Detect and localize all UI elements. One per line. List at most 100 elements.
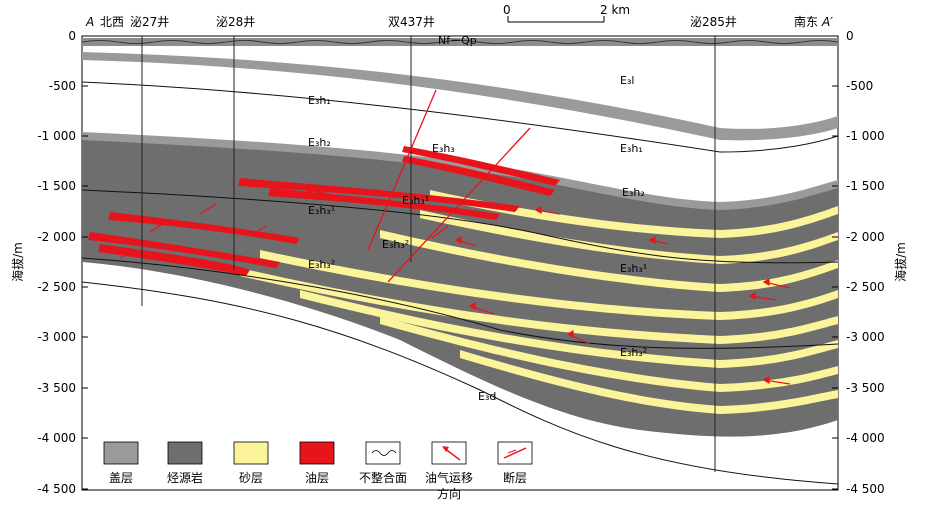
- y-tick-label: -1 000: [846, 129, 885, 143]
- formation-label: E₃h₃²: [308, 258, 335, 271]
- migration-arrow-head: [304, 185, 312, 195]
- legend: 盖层 烃源岩 砂层 油层 不整合面 油气运移 方向 断层: [103, 441, 533, 501]
- y-tick-labels-left: 0 -500 -1 000 -1 500 -2 000 -2 500 -3 00…: [37, 29, 76, 496]
- migration-arrow: [249, 225, 267, 237]
- sand-layer: [430, 190, 838, 238]
- formation-label: E₃h₁: [308, 94, 331, 107]
- well-label: 泌285井: [690, 15, 737, 29]
- scale-bar-max: 2 km: [600, 3, 630, 17]
- y-tick-label: -2 500: [37, 280, 76, 294]
- legend-label: 油层: [305, 471, 329, 485]
- formation-boundaries: [82, 81, 838, 485]
- y-tick-label: -2 000: [37, 230, 76, 244]
- sand-layers: [240, 190, 838, 414]
- migration-arrow-head: [566, 329, 574, 339]
- cap-layer-upper: [82, 52, 838, 141]
- legend-swatch-cap: [103, 441, 139, 465]
- sand-layer: [260, 250, 838, 320]
- y-tick-label: -4 500: [37, 482, 76, 496]
- y-axis-ticks: [82, 35, 838, 490]
- formation-label: E₃h₂: [308, 136, 331, 149]
- y-tick-label: -500: [49, 79, 76, 93]
- scale-bar-zero: 0: [503, 3, 511, 17]
- formation-label: E₃d: [478, 390, 496, 403]
- formation-label: E₃l: [620, 74, 634, 87]
- migration-arrow-head: [534, 205, 542, 215]
- fault-line: [387, 127, 531, 283]
- y-tick-label: -1 500: [37, 179, 76, 193]
- fault-line: [367, 89, 437, 251]
- oil-layer: [108, 212, 300, 244]
- oil-layer: [98, 244, 250, 276]
- migration-arrow-head: [748, 291, 756, 301]
- migration-arrows: [119, 185, 791, 385]
- sand-layer: [460, 350, 838, 414]
- migration-arrow-head: [454, 235, 462, 245]
- legend-label: 断层: [503, 470, 527, 485]
- y-tick-label: -1 000: [37, 129, 76, 143]
- formation-labels: Nf－Qp E₃l E₃h₁ E₃h₁ E₃h₂ E₃h₂ E₃h₃ E₃h₃¹…: [308, 34, 647, 403]
- well-label: 泌27井: [130, 15, 169, 29]
- unconformity-line: [82, 40, 838, 44]
- faults: [367, 89, 531, 283]
- legend-swatch-sand: [233, 441, 269, 465]
- wave-icon: [365, 441, 401, 465]
- y-tick-label: -4 000: [37, 431, 76, 445]
- y-tick-label: -4 000: [846, 431, 885, 445]
- direction-west: 北西: [100, 15, 124, 29]
- y-tick-label: -1 500: [846, 179, 885, 193]
- oil-layer: [88, 232, 280, 268]
- formation-label: E₃h₁: [620, 142, 643, 155]
- migration-arrow-head: [468, 301, 476, 311]
- formation-label: E₃h₃²: [620, 346, 647, 359]
- fault-icon: [497, 441, 533, 465]
- section-end-label: A′: [821, 15, 833, 29]
- direction-east: 南东: [794, 14, 818, 29]
- formation-label: E₃h₃: [432, 142, 455, 155]
- y-tick-label: -2 500: [846, 280, 885, 294]
- legend-swatch-oil: [299, 441, 335, 465]
- y-tick-label: -3 000: [846, 330, 885, 344]
- formation-label: E₃h₃¹: [402, 194, 429, 207]
- sand-layer: [380, 230, 838, 292]
- y-tick-label: -3 500: [37, 381, 76, 395]
- y-tick-label: -500: [846, 79, 873, 93]
- legend-swatch-source: [167, 441, 203, 465]
- oil-layer: [402, 146, 560, 186]
- y-axis-title-right: 海拔/m: [893, 242, 908, 282]
- y-tick-label: 0: [846, 29, 854, 43]
- legend-label: 不整合面: [359, 470, 407, 485]
- migration-arrow-head: [648, 235, 656, 245]
- migration-arrow: [199, 203, 217, 215]
- y-tick-label: -2 000: [846, 230, 885, 244]
- migration-arrow: [431, 225, 449, 239]
- oil-layer: [238, 178, 520, 212]
- formation-label: E₃h₃¹: [620, 262, 647, 275]
- migration-arrow: [119, 249, 137, 259]
- y-tick-labels-right: 0 -500 -1 000 -1 500 -2 000 -2 500 -3 00…: [846, 29, 885, 496]
- legend-label: 方向: [437, 486, 461, 501]
- arrow-icon: [431, 441, 467, 465]
- section-start-label: A: [85, 15, 94, 29]
- sand-layer: [420, 210, 838, 264]
- y-tick-label: -3 000: [37, 330, 76, 344]
- y-tick-label: -3 500: [846, 381, 885, 395]
- legend-label: 盖层: [109, 471, 133, 485]
- surface-cover-band: [82, 38, 838, 46]
- oil-layer: [268, 188, 500, 220]
- y-axis-title-left: 海拔/m: [10, 242, 25, 282]
- sand-layer: [300, 290, 838, 368]
- migration-arrow: [149, 221, 167, 233]
- formation-label: E₃h₃²: [382, 238, 409, 251]
- migration-arrow-head: [762, 375, 770, 385]
- oil-layer: [402, 156, 555, 196]
- legend-label: 油气运移: [425, 470, 473, 485]
- migration-arrow-head: [762, 277, 770, 287]
- geologic-body: [82, 36, 838, 485]
- formation-label: E₃h₂: [622, 186, 645, 199]
- formation-label: E₃h₃¹: [308, 204, 335, 217]
- well-label: 双437井: [388, 15, 435, 29]
- scale-bar: 0 2 km: [503, 3, 630, 23]
